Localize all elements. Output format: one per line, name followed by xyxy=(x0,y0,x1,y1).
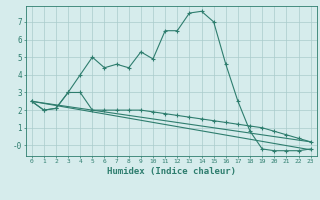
X-axis label: Humidex (Indice chaleur): Humidex (Indice chaleur) xyxy=(107,167,236,176)
